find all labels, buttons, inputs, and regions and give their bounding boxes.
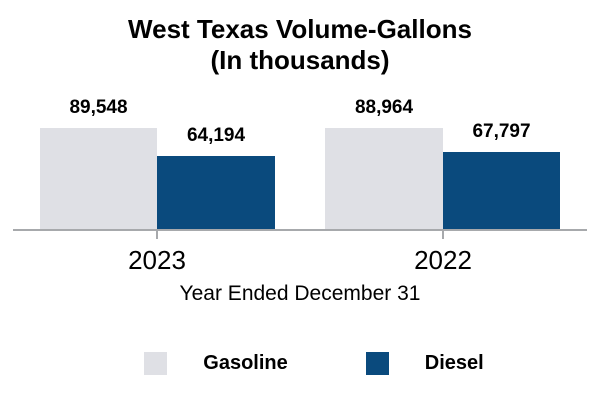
x-axis-tick-2023 — [156, 231, 158, 239]
bar-value-label-diesel-2023: 64,194 — [186, 125, 246, 147]
bar-value-label-gasoline-2022: 88,964 — [354, 97, 414, 119]
bar-column-gasoline-2022: 88,964 — [325, 97, 443, 229]
legend-label-diesel: Diesel — [424, 352, 484, 374]
legend: Gasoline Diesel — [0, 351, 600, 375]
bar-value-label-gasoline-2023: 89,548 — [69, 96, 128, 118]
plot-area: 89,548 64,194 88,964 67,797 — [13, 97, 587, 239]
chart-title-block: West Texas Volume-Gallons (In thousands) — [0, 14, 600, 76]
bar-diesel-2023 — [157, 156, 275, 229]
x-axis-title: Year Ended December 31 — [179, 282, 421, 305]
bar-column-gasoline-2023: 89,548 — [40, 97, 157, 229]
x-axis-line — [13, 228, 587, 231]
x-tick-label-2023: 2023 — [128, 245, 186, 275]
legend-item-diesel: Diesel — [365, 351, 484, 375]
legend-swatch-gasoline — [144, 351, 168, 375]
legend-item-gasoline: Gasoline — [144, 351, 288, 375]
bar-column-diesel-2022: 67,797 — [443, 121, 560, 229]
bar-value-label-diesel-2022: 67,797 — [472, 121, 531, 142]
bar-diesel-2022 — [443, 152, 560, 229]
x-axis-labels: 2023 2022 — [0, 246, 600, 276]
bar-column-diesel-2023: 64,194 — [157, 125, 275, 229]
x-tick-label-2022: 2022 — [414, 245, 472, 275]
x-axis-tick-2022 — [442, 231, 444, 239]
legend-label-gasoline: Gasoline — [203, 352, 288, 374]
chart-subtitle: (In thousands) — [210, 45, 390, 75]
legend-swatch-diesel — [365, 351, 389, 375]
bar-gasoline-2023 — [40, 127, 157, 229]
bar-gasoline-2022 — [325, 128, 443, 229]
chart-title: West Texas Volume-Gallons — [128, 14, 472, 44]
